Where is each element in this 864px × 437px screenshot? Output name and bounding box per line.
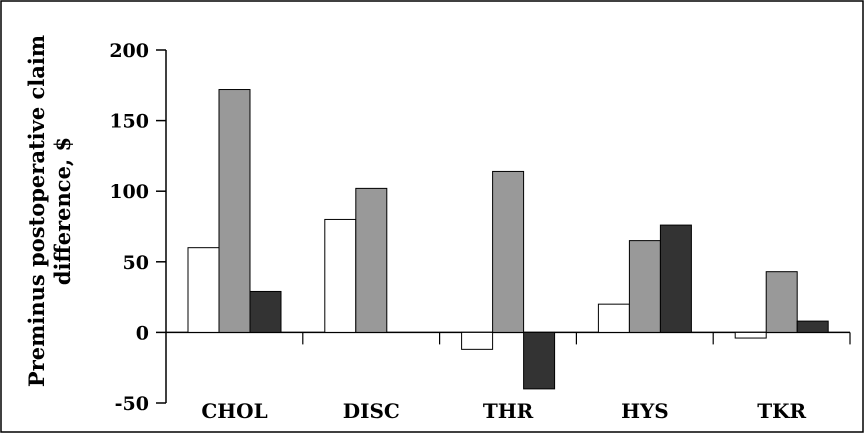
y-tick-label: 0: [136, 322, 149, 344]
bar: [659, 224, 692, 333]
bar: [355, 187, 388, 333]
bar: [734, 331, 767, 339]
y-axis-title: Preminus postoperative claim difference,…: [24, 35, 75, 387]
y-axis-title-line-2: difference, $: [50, 137, 75, 285]
x-category-label: CHOL: [201, 399, 267, 423]
tick-labels: -50 0 50 100 150 200 CHOL DISC THR HYS TKR: [109, 40, 806, 423]
x-category-label: TKR: [757, 399, 806, 423]
bar: [492, 170, 525, 333]
x-category-label: HYS: [621, 399, 669, 423]
y-tick-label: -50: [115, 393, 149, 415]
bar: [461, 331, 494, 350]
bar: [249, 290, 282, 333]
bar: [796, 320, 829, 333]
x-category-label: THR: [483, 399, 534, 423]
y-tick-label: 200: [109, 40, 149, 62]
bars: [187, 89, 829, 390]
bar: [628, 240, 661, 333]
bar: [187, 247, 220, 333]
y-tick-label: 100: [109, 181, 149, 203]
bar: [324, 218, 357, 333]
y-tick-label: 150: [109, 111, 149, 133]
x-category-label: DISC: [343, 399, 400, 423]
bar: [597, 303, 630, 333]
y-axis-title-line-1: Preminus postoperative claim: [24, 35, 49, 387]
bar: [523, 331, 556, 390]
bar: [218, 89, 251, 333]
bar: [765, 271, 798, 333]
y-tick-label: 50: [123, 252, 149, 274]
